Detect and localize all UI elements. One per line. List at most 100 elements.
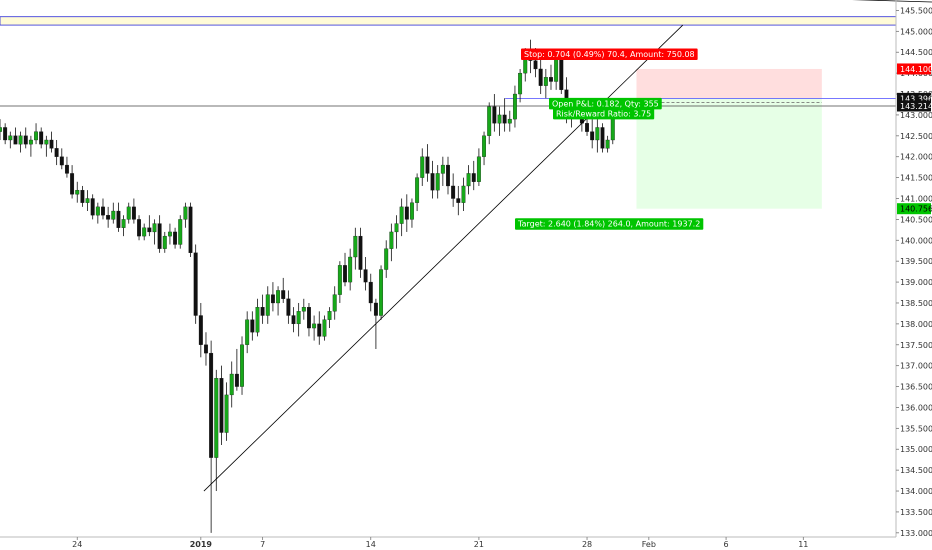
candle-body	[291, 315, 296, 325]
candle	[95, 202, 100, 224]
candle	[399, 198, 404, 237]
rr-label-text: Risk/Reward Ratio: 3.75	[556, 109, 651, 118]
candle-body	[286, 298, 291, 316]
y-tick-label: 134.500	[900, 466, 932, 475]
candle-body	[188, 206, 193, 253]
candle	[471, 160, 476, 191]
candle	[13, 127, 18, 145]
candle-body	[373, 302, 378, 316]
price-tag-stop: 144.100	[897, 63, 932, 75]
candle	[307, 302, 311, 337]
x-tick-label: 14	[366, 540, 376, 549]
candle	[358, 227, 363, 278]
candle	[131, 198, 136, 224]
candle-body	[538, 68, 543, 86]
candle	[111, 202, 116, 224]
x-tick-label: 28	[582, 540, 592, 549]
candle	[404, 194, 409, 232]
candle-body	[75, 189, 80, 195]
stop-label-text: Stop: 0.704 (0.49%) 70.4, Amount: 750.08	[524, 50, 695, 59]
x-tick-label: 11	[798, 540, 808, 549]
candle	[142, 223, 147, 241]
candle	[157, 215, 162, 253]
candle	[451, 173, 456, 207]
pnl-label-text: Open P&L: 0.182, Qty: 355	[552, 99, 659, 108]
candle-body	[245, 319, 250, 345]
candle-body	[281, 290, 286, 299]
candle	[476, 148, 481, 186]
candle	[605, 135, 610, 153]
trade-labels-layer: Stop: 0.704 (0.49%) 70.4, Amount: 750.08…	[515, 48, 704, 230]
candle-body	[497, 114, 502, 124]
price-tag-text: 143.214	[900, 102, 932, 111]
candle-body	[595, 127, 600, 141]
candle	[420, 148, 425, 186]
candle	[301, 298, 306, 320]
candle-body	[476, 156, 481, 182]
candle	[44, 135, 49, 157]
candle	[549, 64, 553, 90]
candle-body	[404, 206, 409, 220]
candle-body	[219, 378, 224, 433]
candle-body	[137, 219, 141, 237]
candle	[482, 131, 486, 166]
candle	[121, 215, 126, 237]
candle	[466, 165, 471, 195]
candle	[497, 106, 502, 136]
candle-body	[440, 164, 445, 174]
candle-body	[435, 173, 440, 191]
candle-body	[23, 135, 28, 145]
y-tick-label: 142.500	[900, 132, 932, 141]
candle-body	[59, 156, 64, 166]
candle	[440, 156, 445, 186]
ascending-trendline	[203, 24, 684, 492]
x-tick-label: 6	[724, 540, 729, 549]
candle	[456, 185, 461, 216]
candle	[209, 340, 214, 533]
candle-body	[296, 311, 301, 325]
candle	[219, 365, 224, 446]
candle	[126, 202, 131, 224]
x-tick-label: 24	[72, 540, 82, 549]
candle-body	[255, 307, 260, 333]
candle-body	[451, 185, 456, 199]
price-tag-dark: 143.214	[897, 100, 932, 112]
candle	[260, 294, 265, 324]
candle	[224, 382, 229, 441]
candle-body	[379, 269, 384, 316]
candle	[198, 302, 203, 358]
candle	[173, 227, 178, 249]
candle-body	[152, 223, 157, 233]
candle	[167, 223, 172, 245]
candle	[49, 131, 54, 153]
trade-box-layer	[636, 68, 822, 209]
candle-body	[162, 235, 167, 249]
candle-body	[224, 394, 229, 433]
candle	[70, 165, 75, 199]
candle	[188, 202, 193, 258]
y-tick-label: 136.000	[900, 403, 932, 412]
candle-body	[471, 173, 476, 182]
candle-body	[126, 206, 131, 220]
candle	[286, 290, 291, 324]
y-tick-label: 140.000	[900, 236, 932, 245]
price-tag-text: 143.396	[900, 94, 932, 103]
candle	[507, 110, 512, 132]
candle-body	[590, 131, 595, 141]
candle-body	[28, 139, 33, 145]
price-axis[interactable]: 145.500145.000144.500144.000143.500143.0…	[895, 0, 932, 538]
candle	[590, 119, 595, 149]
candle-body	[394, 223, 399, 233]
price-tag-bg	[897, 100, 931, 112]
candle-body	[8, 135, 13, 141]
candle	[183, 202, 188, 228]
candle	[327, 307, 332, 329]
candle	[317, 311, 322, 345]
candle	[492, 94, 497, 132]
candle-body	[353, 235, 358, 258]
candle-body	[605, 139, 610, 149]
candle	[255, 298, 260, 337]
candle-body	[363, 269, 368, 283]
time-axis[interactable]: 24 2019 7 14 21 28 Feb 6 11	[0, 536, 896, 549]
